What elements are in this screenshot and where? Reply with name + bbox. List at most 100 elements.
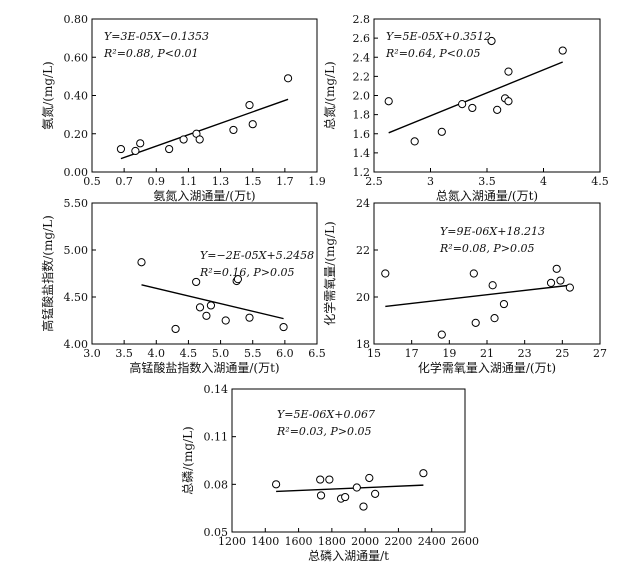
- x-tick-label: 2400: [418, 535, 446, 548]
- x-tick-label: 2000: [351, 535, 379, 548]
- x-axis-label: 总磷入湖通量/t: [308, 548, 389, 563]
- y-tick-label: 0.14: [204, 383, 229, 396]
- data-point: [493, 105, 502, 114]
- data-point: [490, 314, 499, 323]
- x-tick-label: 0.9: [148, 175, 166, 188]
- x-tick-label: 1800: [318, 535, 346, 548]
- x-tick-label: 19: [442, 347, 456, 360]
- y-tick-label: 0.60: [64, 51, 89, 64]
- y-tick-label: 1.8: [353, 109, 371, 122]
- regression-equation: Y=−2E-05X+5.2458: [200, 249, 314, 262]
- x-tick-label: 27: [593, 347, 607, 360]
- chart-panel-cod: 15 17 19 21 23 25 27 18 20 22 24 化学需氧量入湖通量/(万t) 化学需氧…: [322, 197, 607, 375]
- data-point: [245, 100, 254, 110]
- y-tick-label: 18: [356, 338, 370, 351]
- y-tick-label: 1.6: [353, 128, 371, 141]
- data-point: [233, 275, 243, 284]
- data-point: [279, 322, 288, 332]
- chart-panel-permanganate-index: 3.0 3.5 4.0 4.5 5.0 5.5 6.0 6.5 4.00 4.50 5.00 5.50…: [40, 197, 326, 375]
- x-tick-label: 0.5: [83, 175, 101, 188]
- r-squared-p-value: R²=0.16, P>0.05: [199, 266, 295, 279]
- data-point: [316, 475, 325, 484]
- y-tick-label: 20: [356, 291, 370, 304]
- data-point: [283, 74, 293, 83]
- y-axis-label: 总磷/(mg/L): [180, 426, 195, 494]
- chart-panel-total-nitrogen: 2.5 3 3.5 4 4.5 1.2 1.4 1.6 1.8 2.0 2.2 2.4 2.6 2.8 总氮…: [322, 13, 609, 203]
- data-point: [192, 277, 201, 287]
- data-point: [248, 120, 257, 129]
- y-axis-label: 氨氮/(mg/L): [40, 61, 55, 129]
- y-tick-label: 4.50: [64, 291, 89, 304]
- y-tick-label: 5.00: [64, 244, 89, 257]
- y-tick-label: 1.4: [353, 147, 371, 160]
- r-squared-p-value: R²=0.64, P<0.05: [385, 47, 481, 60]
- x-axis-label: 总氮入湖通量/(万t): [436, 188, 538, 203]
- x-tick-label: 1.7: [276, 175, 294, 188]
- x-tick-label: 1.3: [212, 175, 230, 188]
- x-tick-label: 1200: [218, 535, 246, 548]
- data-point: [116, 144, 126, 154]
- x-tick-label: 3.5: [478, 175, 496, 188]
- data-point: [365, 473, 374, 483]
- y-tick-label: 0.00: [64, 166, 89, 179]
- data-point: [371, 489, 380, 498]
- data-point: [272, 480, 281, 489]
- y-tick-label: 2.0: [353, 90, 371, 103]
- plot-frame: [231, 388, 466, 533]
- x-tick-label: 1.1: [180, 175, 198, 188]
- data-point: [316, 491, 326, 500]
- data-point: [359, 502, 368, 511]
- regression-line: [385, 284, 570, 308]
- data-point: [221, 316, 230, 325]
- y-tick-label: 2.2: [353, 70, 371, 83]
- x-tick-label: 25: [555, 347, 569, 360]
- x-tick-label: 3.5: [115, 347, 133, 360]
- x-tick-label: 4.5: [591, 175, 609, 188]
- data-point: [488, 281, 497, 290]
- x-tick-label: 3: [427, 175, 434, 188]
- regression-equation: Y=5E-06X+0.067: [277, 408, 375, 421]
- data-point: [229, 125, 238, 135]
- r-squared-p-value: R²=0.08, P>0.05: [439, 242, 535, 255]
- data-point: [195, 303, 205, 312]
- x-tick-label: 2600: [451, 535, 479, 548]
- chart-panel-total-phosphorus: 1200 1400 1600 1800 2000 2200 2400 2600 0.05 0.08…: [180, 383, 479, 563]
- data-point: [458, 100, 467, 109]
- data-point: [469, 269, 478, 278]
- x-tick-label: 3.0: [83, 347, 101, 360]
- regression-equation: Y=3E-05X−0.1353: [104, 30, 209, 43]
- y-tick-label: 0.40: [64, 90, 89, 103]
- data-point: [487, 36, 496, 46]
- y-axis-label: 化学需氧量/(mg/L): [322, 221, 337, 325]
- y-tick-label: 5.50: [64, 197, 89, 210]
- data-point: [325, 475, 334, 484]
- data-point: [352, 483, 361, 492]
- data-point: [165, 144, 174, 154]
- data-point: [245, 313, 254, 322]
- x-tick-label: 2200: [384, 535, 412, 548]
- x-tick-label: 1400: [251, 535, 279, 548]
- x-tick-label: 4: [540, 175, 547, 188]
- y-tick-label: 2.6: [353, 32, 371, 45]
- y-tick-label: 1.2: [353, 166, 371, 179]
- y-tick-label: 0.08: [204, 478, 229, 491]
- x-tick-label: 15: [367, 347, 381, 360]
- chart-panel-ammonia: 0.5 0.7 0.9 1.1 1.3 1.5 1.7 1.9 0.00 0.20 0.40 0.60…: [40, 13, 326, 203]
- data-point: [179, 135, 188, 144]
- data-point: [171, 324, 180, 334]
- y-tick-label: 22: [356, 244, 370, 257]
- x-axis-label: 氨氮入湖通量/(万t): [153, 188, 255, 203]
- data-point: [504, 97, 513, 106]
- x-tick-label: 1.9: [308, 175, 326, 188]
- data-point: [206, 301, 216, 310]
- y-tick-label: 2.8: [353, 13, 371, 26]
- x-tick-label: 23: [518, 347, 532, 360]
- y-axis-label: 总氮/(mg/L): [322, 61, 337, 129]
- data-point: [131, 146, 140, 156]
- data-point: [410, 137, 419, 146]
- data-point: [341, 492, 350, 502]
- data-point: [195, 135, 204, 144]
- x-axis-label: 化学需氧量入湖通量/(万t): [418, 360, 556, 375]
- x-tick-label: 17: [405, 347, 419, 360]
